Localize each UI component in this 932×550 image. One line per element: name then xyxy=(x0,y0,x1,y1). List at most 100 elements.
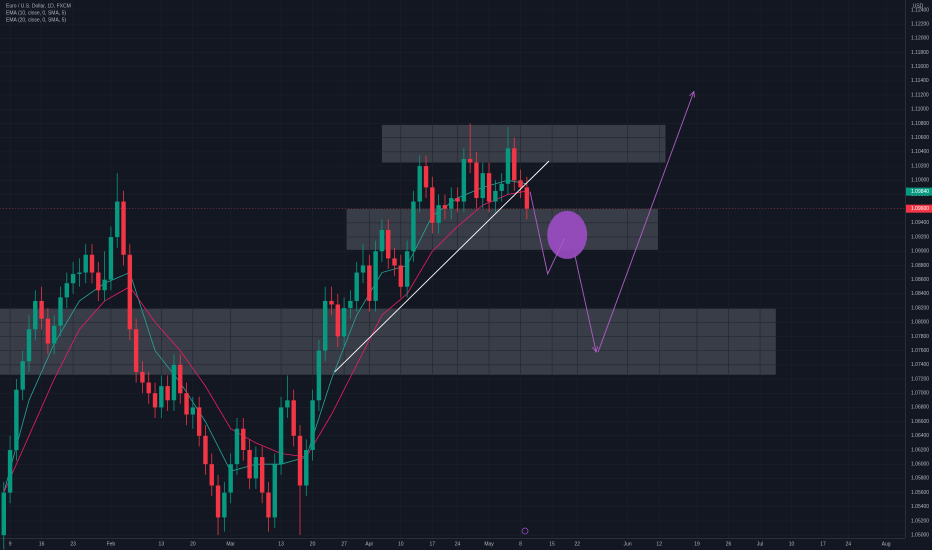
candle-body xyxy=(297,435,303,486)
candle-body xyxy=(14,389,19,450)
candle-body xyxy=(127,254,133,330)
candle-body xyxy=(20,361,25,390)
x-tick-label: 10 xyxy=(789,541,795,547)
candle-body xyxy=(7,449,13,493)
candle-body xyxy=(33,300,38,330)
y-tick-label: 1.07800 xyxy=(911,334,929,340)
x-tick-label: 23 xyxy=(70,541,76,547)
y-tick-label: 1.05800 xyxy=(911,476,929,482)
x-tick-label: 13 xyxy=(159,541,165,547)
projection-line xyxy=(574,254,597,353)
y-tick-label: 1.05400 xyxy=(911,504,929,510)
y-tick-label: 1.12200 xyxy=(911,21,929,27)
candle-body xyxy=(165,386,170,401)
candle-body xyxy=(461,158,467,202)
candle-body xyxy=(272,464,277,518)
y-tick-label: 1.07200 xyxy=(911,376,929,382)
candle-body xyxy=(77,272,82,274)
x-tick-label: May xyxy=(484,541,494,547)
x-tick-label: 20 xyxy=(190,541,196,547)
candle-body xyxy=(253,457,259,479)
candle-body xyxy=(121,201,126,255)
candle-body xyxy=(108,237,114,280)
projection-line xyxy=(529,191,566,276)
x-tick-label: 16 xyxy=(39,541,45,547)
candle-body xyxy=(64,283,70,298)
zone xyxy=(346,208,658,250)
candle-body xyxy=(442,205,448,209)
event-marker[interactable] xyxy=(521,527,529,535)
candle-body xyxy=(178,364,183,394)
target-ellipse xyxy=(547,210,588,259)
candle-body xyxy=(404,251,410,287)
x-tick-label: 19 xyxy=(694,541,700,547)
candle-body xyxy=(392,258,397,266)
x-tick-label: Feb xyxy=(107,541,116,547)
candle-body xyxy=(518,180,523,188)
axes: 1.12400 1.12200 1.12000 1.11800 1.11600 1.114… xyxy=(9,7,932,547)
trendline xyxy=(334,160,550,373)
candle-body xyxy=(455,198,460,202)
y-tick-label: 1.10400 xyxy=(911,149,929,155)
candle-body xyxy=(26,329,32,362)
candle-body xyxy=(228,464,233,493)
y-tick-label: 1.08400 xyxy=(911,291,929,297)
x-tick-label: Aug xyxy=(882,541,891,547)
candle-body xyxy=(329,300,334,305)
x-tick-label: 26 xyxy=(726,541,732,547)
candle-body xyxy=(512,148,517,181)
candle-body xyxy=(335,304,341,337)
y-tick-label: 1.06200 xyxy=(911,447,929,453)
candle-body xyxy=(367,265,372,301)
candle-body xyxy=(133,329,139,372)
x-tick-label: 12 xyxy=(656,541,662,547)
candle-body xyxy=(152,393,158,408)
candle-body xyxy=(524,187,530,209)
y-tick-label: 1.10600 xyxy=(911,135,929,141)
y-tick-label: 1.08200 xyxy=(911,305,929,311)
y-tick-label: 1.12400 xyxy=(911,7,929,13)
arrow-head xyxy=(592,346,599,354)
x-tick-label: 20 xyxy=(310,541,316,547)
candle-body xyxy=(379,229,385,252)
y-tick-label: 1.08800 xyxy=(911,263,929,269)
x-tick-label: 15 xyxy=(549,541,555,547)
x-tick-label: Mar xyxy=(226,541,235,547)
x-tick-label: Apr xyxy=(365,541,373,547)
candle-body xyxy=(348,300,353,309)
ema-line xyxy=(3,190,527,493)
x-tick-label: 22 xyxy=(575,541,581,547)
y-tick-label: 1.11800 xyxy=(911,50,929,56)
x-tick-label: 10 xyxy=(398,541,404,547)
y-tick-label: 1.11000 xyxy=(911,107,929,113)
y-tick-label: 1.07400 xyxy=(911,362,929,368)
x-tick-label: Jul xyxy=(757,541,763,547)
candle-body xyxy=(140,371,145,383)
x-tick-label: 9 xyxy=(9,541,12,547)
candle-body xyxy=(184,393,189,415)
y-tick-label: 1.11600 xyxy=(911,64,929,70)
candle-body xyxy=(241,428,246,450)
candle-body xyxy=(89,254,95,273)
candle-body xyxy=(196,407,202,436)
candle-body xyxy=(83,254,88,273)
y-tick-label: 1.10800 xyxy=(911,121,929,127)
candle-body xyxy=(373,251,378,301)
candle-body xyxy=(310,400,315,450)
candle-body xyxy=(285,400,290,408)
y-tick-label: 1.06400 xyxy=(911,433,929,439)
price-axis-unit: USD xyxy=(913,3,924,9)
candle-body xyxy=(209,464,214,486)
candle-body xyxy=(505,148,511,184)
candle-body xyxy=(467,158,473,163)
candle-body xyxy=(423,166,429,188)
candle-body xyxy=(449,198,454,209)
candle-body xyxy=(354,272,359,301)
legend-title: Euro / U.S. Dollar, 1D, FXCM xyxy=(6,3,71,9)
price-label: 1.09600 xyxy=(911,206,929,212)
y-tick-label: 1.12000 xyxy=(911,36,929,42)
candle-body xyxy=(159,386,164,408)
candle-body xyxy=(259,457,265,493)
